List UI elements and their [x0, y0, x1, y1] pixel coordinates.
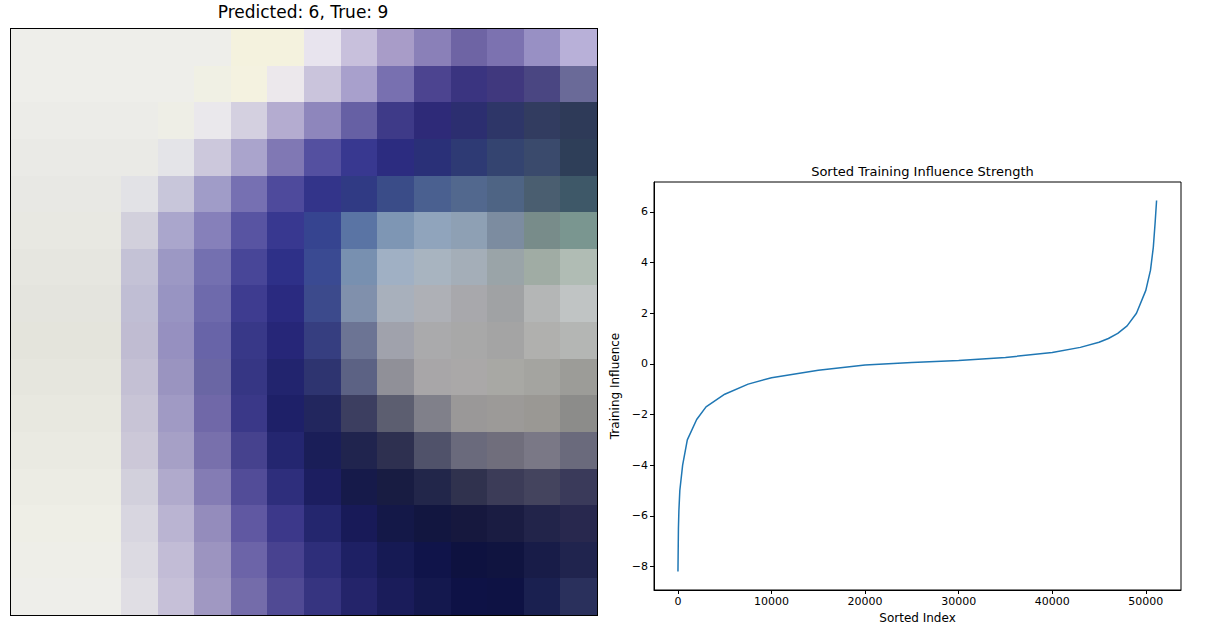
- svg-text:40000: 40000: [1035, 595, 1070, 608]
- svg-text:−2: −2: [632, 408, 648, 421]
- html-text:Predicted: 6, True: 9: Predicted: 6, True: 9: [217, 2, 389, 22]
- svg-text:30000: 30000: [941, 595, 976, 608]
- svg-text:20000: 20000: [848, 595, 883, 608]
- svg-text:50000: 50000: [1128, 595, 1163, 608]
- svg-text:Sorted Index: Sorted Index: [879, 611, 955, 625]
- svg-text:2: 2: [641, 307, 648, 320]
- svg-text:10000: 10000: [754, 595, 789, 608]
- svg-text:Training Influence: Training Influence: [608, 333, 622, 440]
- svg-text:−4: −4: [632, 459, 648, 472]
- svg-text:6: 6: [641, 205, 648, 218]
- svg-text:−6: −6: [632, 509, 648, 522]
- svg-text:0: 0: [641, 357, 648, 370]
- svg-text:Sorted Training Influence Stre: Sorted Training Influence Strength: [811, 164, 1034, 179]
- svg-text:0: 0: [674, 595, 681, 608]
- svg-text:−8: −8: [632, 560, 648, 573]
- svg-text:4: 4: [641, 256, 648, 269]
